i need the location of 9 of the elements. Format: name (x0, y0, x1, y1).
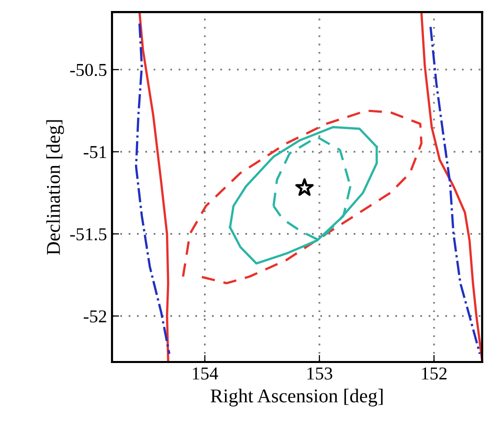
x-tick-label: 154 (192, 367, 218, 380)
y-axis-title: Declination [deg] (46, 120, 64, 255)
y-tick-label: -52 (84, 310, 106, 322)
x-tick-label: 153 (307, 367, 332, 380)
x-axis-title: Right Ascension [deg] (210, 388, 383, 406)
y-tick-label: -51 (84, 146, 106, 158)
y-tick-label: -51.5 (70, 228, 106, 240)
y-tick-label: -50.5 (70, 64, 106, 76)
x-tick-label: 152 (422, 367, 447, 380)
